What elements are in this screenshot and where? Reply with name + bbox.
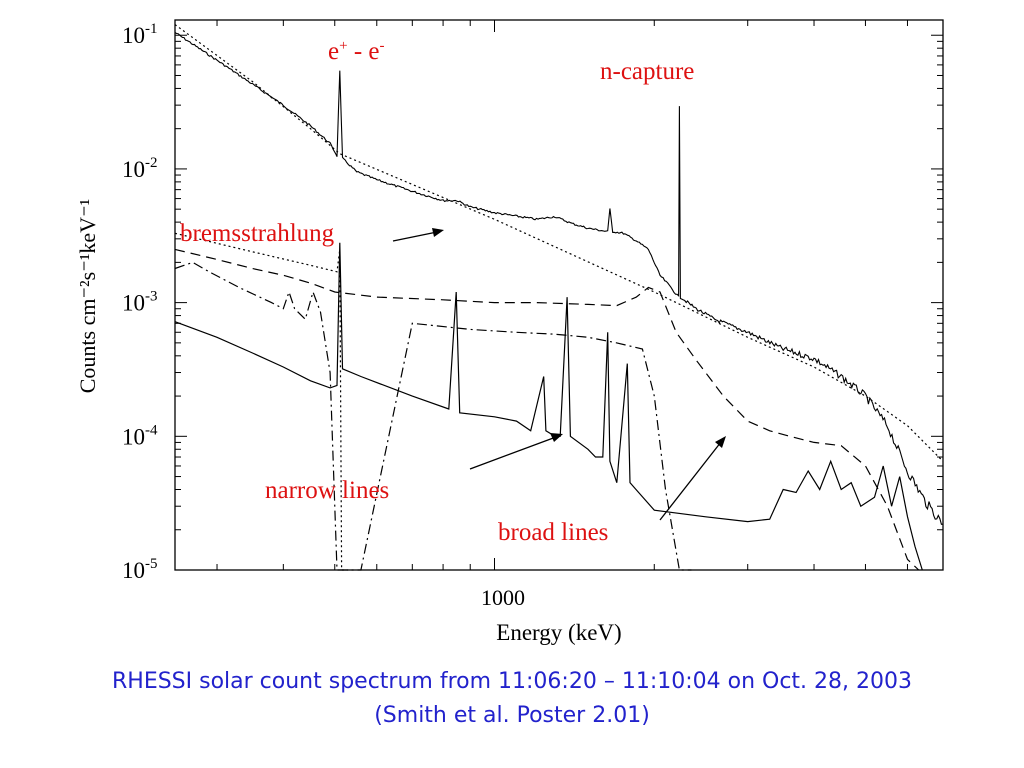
narrow-lines-arrow [469, 436, 557, 470]
plot-frame [174, 19, 944, 571]
y-tick-label: 10-4 [122, 422, 158, 449]
y-tick-label: 10-1 [122, 21, 158, 48]
broad-lines-arrowhead [715, 436, 726, 448]
figure-caption: RHESSI solar count spectrum from 11:06:2… [111, 669, 913, 694]
series-line-2 [174, 232, 349, 571]
pair-annotation: e+ - e- [328, 38, 385, 65]
y-tick-label: 10-2 [122, 155, 158, 182]
annotation-layer: e+ - e- n-capture bremsstrahlung narrow … [180, 38, 726, 546]
series-line-1 [174, 24, 944, 462]
series-layer [174, 24, 944, 571]
series-line-5 [174, 242, 923, 571]
y-axis-label: Counts cm⁻²s⁻¹keV⁻¹ [75, 199, 100, 394]
y-tick-label: 10-3 [122, 289, 158, 316]
n-capture-annotation: n-capture [600, 58, 694, 85]
bremsstrahlung-annotation: bremsstrahlung [180, 220, 335, 247]
broad-lines-annotation: broad lines [498, 519, 608, 546]
x-tick-label-1000: 1000 [481, 585, 525, 610]
x-axis-label: Energy (keV) [496, 620, 621, 645]
y-tick-label: 10-5 [122, 556, 158, 583]
figure-caption-citation: (Smith et al. Poster 2.01) [374, 703, 650, 728]
narrow-lines-arrowhead [550, 433, 563, 442]
bremsstrahlung-arrow [392, 231, 438, 242]
tick-layer [175, 20, 944, 571]
bremsstrahlung-arrowhead [432, 228, 444, 237]
series-line-4 [174, 261, 692, 571]
broad-lines-arrow [659, 441, 722, 521]
series-line-3 [174, 248, 920, 571]
series-line-0 [174, 31, 944, 525]
y-tick-labels: 10-1 10-2 10-3 10-4 10-5 [122, 21, 158, 583]
narrow-lines-annotation: narrow lines [265, 477, 389, 504]
